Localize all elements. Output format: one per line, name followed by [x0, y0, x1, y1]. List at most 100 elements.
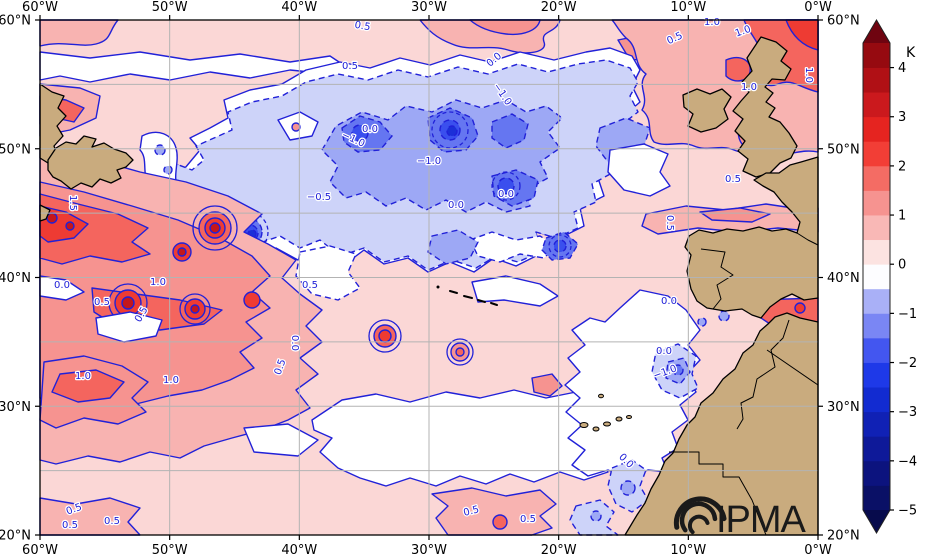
anomaly-contour-shape — [154, 144, 166, 156]
anomaly-contour-shape — [446, 125, 458, 137]
anomaly-contour-shape — [446, 338, 474, 366]
contour-label: 0.5 — [664, 215, 675, 231]
anomaly-contour-shape — [603, 421, 611, 427]
contour-label: 0.0 — [661, 296, 677, 307]
azores-islands — [436, 285, 498, 306]
anomaly-contour-shape — [579, 422, 589, 428]
anomaly-contour-shape — [672, 364, 684, 376]
contour-label: 0.0 — [448, 200, 464, 211]
colorbar-arrow-bottom — [863, 510, 890, 533]
anomaly-contour-shape — [490, 302, 498, 306]
anomaly-contour-shape — [121, 296, 135, 310]
anomaly-contour-shape — [531, 373, 563, 397]
anomaly-contour-shape — [699, 207, 771, 223]
colorbar-tick-label: 0 — [898, 258, 906, 273]
lat-tick-label-left: 40°N — [0, 271, 31, 286]
contour-label: 0.0 — [498, 189, 514, 200]
anomaly-contour-shape — [427, 229, 479, 265]
contour-label: 0.5 — [354, 20, 372, 34]
anomaly-contour-shape — [477, 299, 486, 303]
ipma-logo-arc-middle — [679, 501, 718, 533]
anomaly-contour-shape — [431, 111, 469, 149]
contour-label: 1.0 — [741, 82, 757, 93]
anomaly-contour-shape — [590, 510, 602, 522]
lat-tick-label-right: 60°N — [827, 14, 860, 29]
colorbar-segment — [863, 116, 890, 142]
anomaly-contour-shape — [51, 369, 125, 403]
land-labrador — [39, 83, 67, 164]
lat-tick-label-right: 20°N — [827, 529, 860, 544]
lon-tick-label-bottom: 30°W — [411, 543, 447, 555]
lon-tick-label-top: 40°W — [281, 0, 317, 15]
colorbar-segment — [863, 67, 890, 93]
colorbar-tick-label: −2 — [898, 356, 917, 371]
lon-tick-label-top: 60°W — [22, 0, 58, 15]
colorbar-segment — [863, 485, 890, 511]
ipma-logo — [673, 496, 727, 535]
ipma-logo-arc-outer — [673, 496, 727, 530]
colorbar-tick-label: −1 — [898, 307, 917, 322]
ipma-logo-text: IPMA — [716, 499, 807, 541]
lat-tick-label-right: 40°N — [827, 271, 860, 286]
lat-tick-label-left: 20°N — [0, 529, 31, 544]
lon-tick-label-top: 30°W — [411, 0, 447, 15]
lon-tick-label-top: 50°W — [152, 0, 188, 15]
border-portugal-spain — [700, 248, 734, 310]
madeira-island — [598, 393, 604, 399]
anomaly-contour-shape — [39, 19, 119, 47]
anomaly-contour-shape — [192, 205, 238, 251]
contour-label: 0.5 — [520, 514, 536, 525]
lon-tick-label-bottom: 40°W — [281, 543, 317, 555]
anomaly-contour-shape — [725, 56, 751, 82]
contour-label: 1.0 — [75, 371, 91, 382]
land-north-africa — [624, 312, 819, 536]
plot-frame — [39, 19, 819, 536]
colorbar-segment — [863, 387, 890, 413]
colorbar-segment — [863, 460, 890, 486]
anomaly-contour-shape — [378, 329, 392, 343]
lat-tick-label-left: 30°N — [0, 400, 31, 415]
lat-tick-label-left: 50°N — [0, 142, 31, 157]
lon-tick-label-bottom: 0°W — [804, 543, 832, 555]
anomaly-contour-shape — [436, 285, 440, 289]
lat-tick-label-right: 30°N — [827, 400, 860, 415]
colorbar-unit-label: K — [906, 45, 916, 61]
anomaly-contour-shape — [179, 293, 211, 325]
colorbar-arrow-top — [863, 20, 890, 43]
anomaly-contour-shape — [492, 514, 508, 530]
colorbar-tick-label: −4 — [898, 454, 917, 469]
axes: 60°W 60°W 50°W 50°W 40°W 40°W 30°W 30°W 20°W 20°W… — [0, 0, 860, 555]
anomaly-contour-shape — [626, 415, 632, 419]
contour-label: 0.0 — [54, 280, 70, 291]
anomaly-contour-shape — [190, 304, 200, 314]
contour-label: 1.5 — [67, 195, 78, 211]
colorbar-segment — [863, 264, 890, 290]
anomaly-contour-shape — [209, 222, 221, 234]
lon-tick-label-top: 20°W — [541, 0, 577, 15]
anomaly-contour-shape — [291, 122, 301, 132]
contour-label: 1.0 — [163, 375, 179, 386]
colorbar-tick-label: 2 — [898, 159, 906, 174]
colorbar-segment — [863, 362, 890, 388]
anomaly-contour-shape — [368, 319, 402, 353]
anomaly-contour-shape — [39, 193, 151, 265]
anomaly-contour-shape — [163, 165, 173, 175]
colorbar-segment — [863, 239, 890, 265]
colorbar-segment — [863, 165, 890, 191]
contour-label: 0.5 — [725, 174, 741, 185]
colorbar-segment — [863, 92, 890, 118]
anomaly-contour-shape — [351, 124, 369, 142]
contour-label: 0.5 — [104, 516, 120, 527]
colorbar-segment — [863, 215, 890, 241]
colorbar-tick-label: −3 — [898, 405, 917, 420]
anomaly-contour-shape — [620, 480, 636, 496]
anomaly-contour-shape — [243, 291, 261, 309]
anomaly-contour-shape — [607, 143, 671, 197]
anomaly-contour-shape — [794, 302, 806, 314]
contour-label: −1.0 — [417, 156, 441, 167]
colorbar-segment — [863, 288, 890, 314]
anomaly-contour-shape — [449, 290, 458, 294]
border-algeria-diagonal — [766, 349, 819, 386]
anomaly-contour-shape — [553, 239, 567, 253]
